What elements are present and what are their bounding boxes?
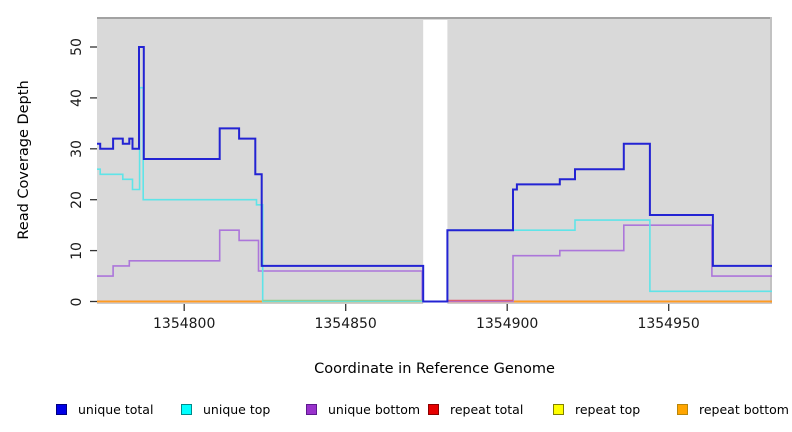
x-tick-label: 1354900 [475,316,539,332]
legend-label: unique bottom [328,401,421,417]
series-unique-top [97,86,772,303]
y-tick-label: 10 [69,241,85,260]
y-tick-label: 40 [69,88,85,107]
y-tick-label: 0 [69,297,85,306]
y-tick-label: 20 [69,190,85,209]
x-tick-label: 1354850 [314,316,377,332]
legend-swatch-icon [428,403,439,415]
legend-label: repeat total [450,401,524,417]
y-tick-label: 30 [69,139,85,158]
y-axis-label: Read Coverage Depth [16,80,32,240]
legend-item-repeat-top: repeat top [553,399,640,419]
legend: unique total unique top unique bottom repea… [0,399,792,421]
legend-swatch-icon [181,403,192,415]
legend-label: repeat top [575,401,641,417]
y-tick-label: 50 [69,38,85,56]
legend-swatch-icon [56,403,67,415]
legend-swatch-icon [677,403,688,415]
legend-label: unique total [78,401,154,417]
x-tick-label: 1354950 [637,316,700,332]
legend-swatch-icon [553,403,564,415]
series-unique-bottom [97,224,772,303]
legend-item-unique-total: unique total [56,399,153,419]
legend-label: unique top [203,401,271,417]
x-axis-label: Coordinate in Reference Genome [314,361,555,377]
legend-item-repeat-bottom: repeat bottom [677,399,789,419]
legend-swatch-icon [306,403,317,415]
series-unique-total [97,46,772,303]
x-tick-label: 1354800 [153,316,216,332]
legend-item-unique-top: unique top [181,399,270,419]
legend-item-unique-bottom: unique bottom [306,399,420,419]
masked-region [423,20,448,304]
legend-item-repeat-total: repeat total [428,399,523,419]
legend-label: repeat bottom [699,401,789,417]
